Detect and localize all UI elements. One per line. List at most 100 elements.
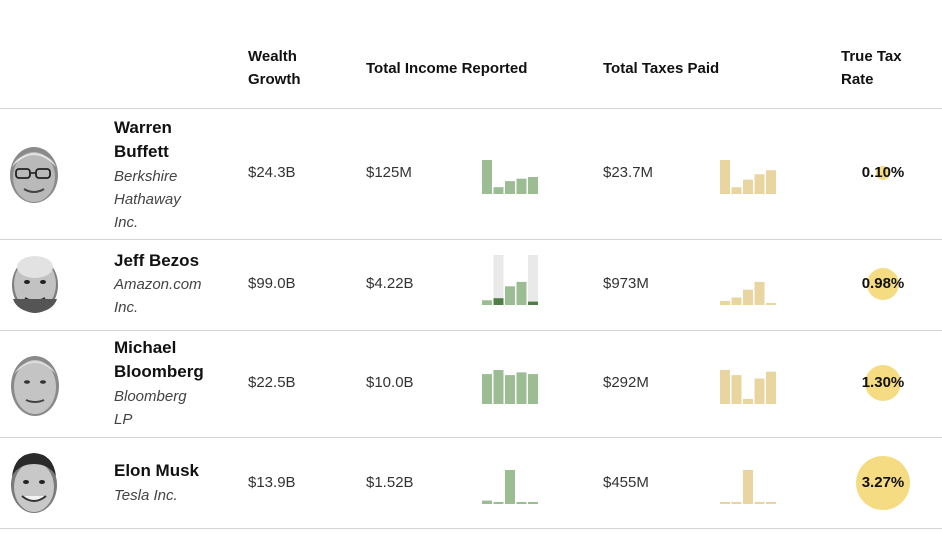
taxes-sparkline <box>720 454 776 504</box>
elon-musk-portrait-icon <box>5 448 63 516</box>
income-sparkline-bar <box>493 502 504 504</box>
income-sparkline-bar <box>528 177 538 194</box>
tax-sparkline-bar <box>720 370 730 404</box>
income-sparkline-bar <box>493 187 504 194</box>
header-true-tax-rate-line2: Rate <box>841 71 874 88</box>
person-name-line2: Buffett <box>114 142 169 161</box>
rate-circle <box>876 166 890 180</box>
tax-sparkline-bar <box>754 502 765 504</box>
company-name-line2: Hathaway <box>114 191 181 208</box>
total-income-value: $125M <box>366 164 412 181</box>
header-true-tax-rate-line1: True Tax <box>841 48 902 65</box>
row-divider <box>0 437 942 438</box>
tax-sparkline-bar <box>766 170 776 194</box>
person-name-line2: Bloomberg <box>114 362 204 381</box>
income-sparkline-bar <box>528 374 538 404</box>
header-wealth-growth-line1: Wealth <box>248 48 297 65</box>
true-tax-rate-value: 1.30% <box>861 374 905 391</box>
company-name: Amazon.com Inc. <box>114 273 224 319</box>
total-income-value: $1.52B <box>366 474 414 491</box>
income-sparkline <box>482 354 538 404</box>
income-sparkline-bar <box>493 370 504 404</box>
tax-sparkline-svg <box>720 160 776 194</box>
person-name: Michael Bloomberg <box>114 336 224 384</box>
income-sparkline-bar <box>505 375 515 404</box>
tax-sparkline-bar <box>766 371 776 404</box>
table-row: Elon Musk Tesla Inc. $13.9B $1.52B $455M… <box>0 438 942 528</box>
total-income-value: $10.0B <box>366 374 414 391</box>
person-name-line1: Jeff Bezos <box>114 251 200 270</box>
header-true-tax-rate: True Tax Rate <box>841 45 902 91</box>
rate-circle <box>867 268 899 300</box>
true-tax-rate-cell: 1.30% <box>848 353 918 413</box>
person-name-line1: Michael <box>114 338 177 357</box>
income-sparkline-svg <box>482 160 538 194</box>
header-total-taxes: Total Taxes Paid <box>603 60 720 77</box>
row-divider <box>0 239 942 240</box>
wealth-growth-value: $24.3B <box>248 164 296 181</box>
wealth-growth-value: $13.9B <box>248 474 296 491</box>
header-total-income: Total Income Reported <box>366 60 528 77</box>
total-taxes-value: $23.7M <box>603 164 654 181</box>
income-sparkline-bar <box>516 372 527 404</box>
income-sparkline-svg <box>482 255 538 305</box>
income-sparkline-bar <box>505 181 515 194</box>
rate-circle <box>856 456 910 510</box>
company-name-line2: Inc. <box>114 299 139 316</box>
tax-sparkline-bar <box>754 281 765 305</box>
total-taxes-value: $292M <box>603 374 649 391</box>
income-sparkline-bar <box>528 301 538 305</box>
person-name: Jeff Bezos <box>114 249 224 273</box>
tax-sparkline-bar <box>754 378 765 404</box>
tax-sparkline-svg <box>720 281 776 305</box>
true-tax-rate-value: 3.27% <box>861 474 905 491</box>
tax-sparkline-svg <box>720 470 776 504</box>
true-tax-rate-value: 0.10% <box>861 164 905 181</box>
true-tax-rate-cell: 3.27% <box>848 453 918 513</box>
true-tax-rate-value: 0.98% <box>861 275 905 292</box>
income-sparkline-bar <box>505 470 515 504</box>
company-name-line3: Inc. <box>114 214 139 231</box>
total-taxes-value: $973M <box>603 275 649 292</box>
tax-sparkline-bar <box>720 502 730 504</box>
tax-sparkline-bar <box>731 375 742 404</box>
tax-sparkline-bar <box>731 187 742 194</box>
person-name-line1: Elon Musk <box>114 461 200 480</box>
income-sparkline-svg <box>482 470 538 504</box>
total-income-value: $4.22B <box>366 275 414 292</box>
jeff-bezos-portrait-icon <box>5 249 63 317</box>
income-sparkline <box>482 454 538 504</box>
income-sparkline-bar <box>516 281 527 305</box>
income-sparkline-bar <box>516 502 527 504</box>
total-taxes-value: $455M <box>603 474 649 491</box>
wealth-growth-value: $22.5B <box>248 374 296 391</box>
tax-sparkline-bar <box>754 174 765 194</box>
income-sparkline <box>482 144 538 194</box>
income-sparkline-svg <box>482 370 538 404</box>
company-name-line2: LP <box>114 411 133 428</box>
company-name-line1: Amazon.com <box>114 276 202 293</box>
income-sparkline-bar <box>482 500 492 504</box>
tax-sparkline-bar <box>720 300 730 305</box>
true-tax-rate-cell: 0.98% <box>848 254 918 314</box>
table-row: Warren Buffett Berkshire Hathaway Inc. $… <box>0 109 942 239</box>
income-sparkline-bar <box>482 300 492 305</box>
income-sparkline-bar <box>482 374 492 404</box>
company-name-line1: Tesla Inc. <box>114 487 178 504</box>
true-tax-rate-cell: 0.10% <box>848 143 918 203</box>
sparkline-bar-background <box>493 255 504 305</box>
header-wealth-growth-line2: Growth <box>248 71 301 88</box>
tax-sparkline-bar <box>731 502 742 504</box>
tax-sparkline-bar <box>766 302 776 305</box>
taxes-sparkline <box>720 144 776 194</box>
income-sparkline <box>482 255 538 305</box>
person-name: Warren Buffett <box>114 116 224 164</box>
table-row: Jeff Bezos Amazon.com Inc. $99.0B $4.22B… <box>0 240 942 330</box>
company-name-line1: Bloomberg <box>114 388 187 405</box>
taxes-sparkline <box>720 255 776 305</box>
sparkline-bar-background <box>528 255 538 305</box>
tax-sparkline-bar <box>743 289 753 305</box>
income-sparkline-bar <box>516 178 527 194</box>
income-sparkline-bar <box>505 286 515 305</box>
tax-sparkline-bar <box>743 179 753 194</box>
